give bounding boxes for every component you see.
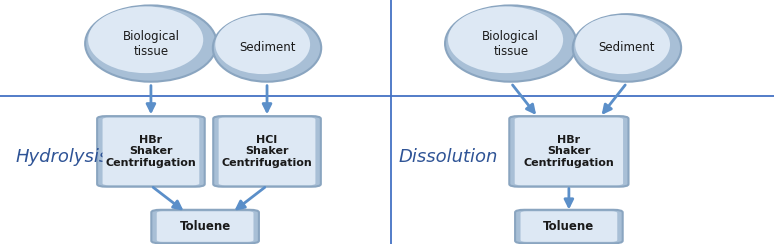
Text: HBr
Shaker
Centrifugation: HBr Shaker Centrifugation bbox=[105, 135, 197, 168]
Text: Dissolution: Dissolution bbox=[399, 148, 498, 166]
FancyBboxPatch shape bbox=[509, 116, 628, 187]
Text: Biological
tissue: Biological tissue bbox=[122, 30, 180, 58]
FancyBboxPatch shape bbox=[515, 118, 623, 185]
Text: Hydrolysis: Hydrolysis bbox=[15, 148, 108, 166]
Text: Toluene: Toluene bbox=[180, 220, 231, 233]
Text: Sediment: Sediment bbox=[239, 41, 295, 54]
Ellipse shape bbox=[213, 14, 321, 82]
Ellipse shape bbox=[448, 6, 563, 73]
Ellipse shape bbox=[85, 5, 217, 82]
Ellipse shape bbox=[88, 6, 204, 73]
FancyBboxPatch shape bbox=[213, 116, 320, 187]
Text: HCl
Shaker
Centrifugation: HCl Shaker Centrifugation bbox=[221, 135, 313, 168]
Ellipse shape bbox=[573, 14, 681, 82]
Ellipse shape bbox=[445, 5, 577, 82]
FancyBboxPatch shape bbox=[520, 211, 618, 242]
Ellipse shape bbox=[575, 15, 670, 74]
FancyBboxPatch shape bbox=[156, 211, 254, 242]
Text: Biological
tissue: Biological tissue bbox=[482, 30, 539, 58]
Text: Sediment: Sediment bbox=[599, 41, 655, 54]
FancyBboxPatch shape bbox=[515, 210, 622, 243]
Ellipse shape bbox=[215, 15, 310, 74]
FancyBboxPatch shape bbox=[102, 118, 200, 185]
FancyBboxPatch shape bbox=[98, 116, 204, 187]
Text: HBr
Shaker
Centrifugation: HBr Shaker Centrifugation bbox=[523, 135, 615, 168]
FancyBboxPatch shape bbox=[218, 118, 316, 185]
FancyBboxPatch shape bbox=[152, 210, 259, 243]
Text: Toluene: Toluene bbox=[543, 220, 594, 233]
